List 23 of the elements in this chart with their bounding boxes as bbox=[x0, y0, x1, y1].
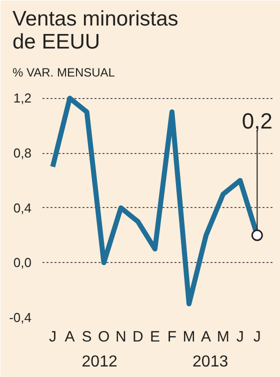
y-tick-label: 0,8 bbox=[13, 146, 32, 161]
text: 2013 bbox=[192, 354, 228, 370]
x-tick-label: F bbox=[167, 328, 177, 346]
x-tick-label: J bbox=[253, 328, 261, 346]
y-tick-label: 0,4 bbox=[13, 200, 32, 216]
data-label: 0,2 bbox=[242, 108, 272, 134]
x-tick-label: J bbox=[236, 328, 244, 346]
x-tick-label: N bbox=[115, 328, 126, 346]
x-tick-label: M bbox=[182, 328, 196, 346]
x-tick-label: D bbox=[132, 328, 144, 346]
x-tick-label: O bbox=[98, 328, 110, 346]
y-tick-label: 0,0 bbox=[13, 255, 32, 270]
x-tick-label: A bbox=[64, 328, 75, 346]
x-tick-label: J bbox=[48, 328, 56, 346]
x-tick-label: S bbox=[82, 328, 92, 346]
x-tick-label: M bbox=[216, 328, 230, 346]
x-tick-label: A bbox=[201, 328, 212, 346]
x-tick-label: E bbox=[150, 328, 160, 346]
chart-subtitle: % VAR. MENSUAL bbox=[12, 66, 116, 80]
y-tick-label: 1,2 bbox=[13, 90, 32, 106]
chart-title: Ventas minoristas de EEUU bbox=[12, 8, 178, 54]
text: 2012 bbox=[82, 354, 118, 370]
y-tick-label: -0,4 bbox=[9, 310, 32, 325]
